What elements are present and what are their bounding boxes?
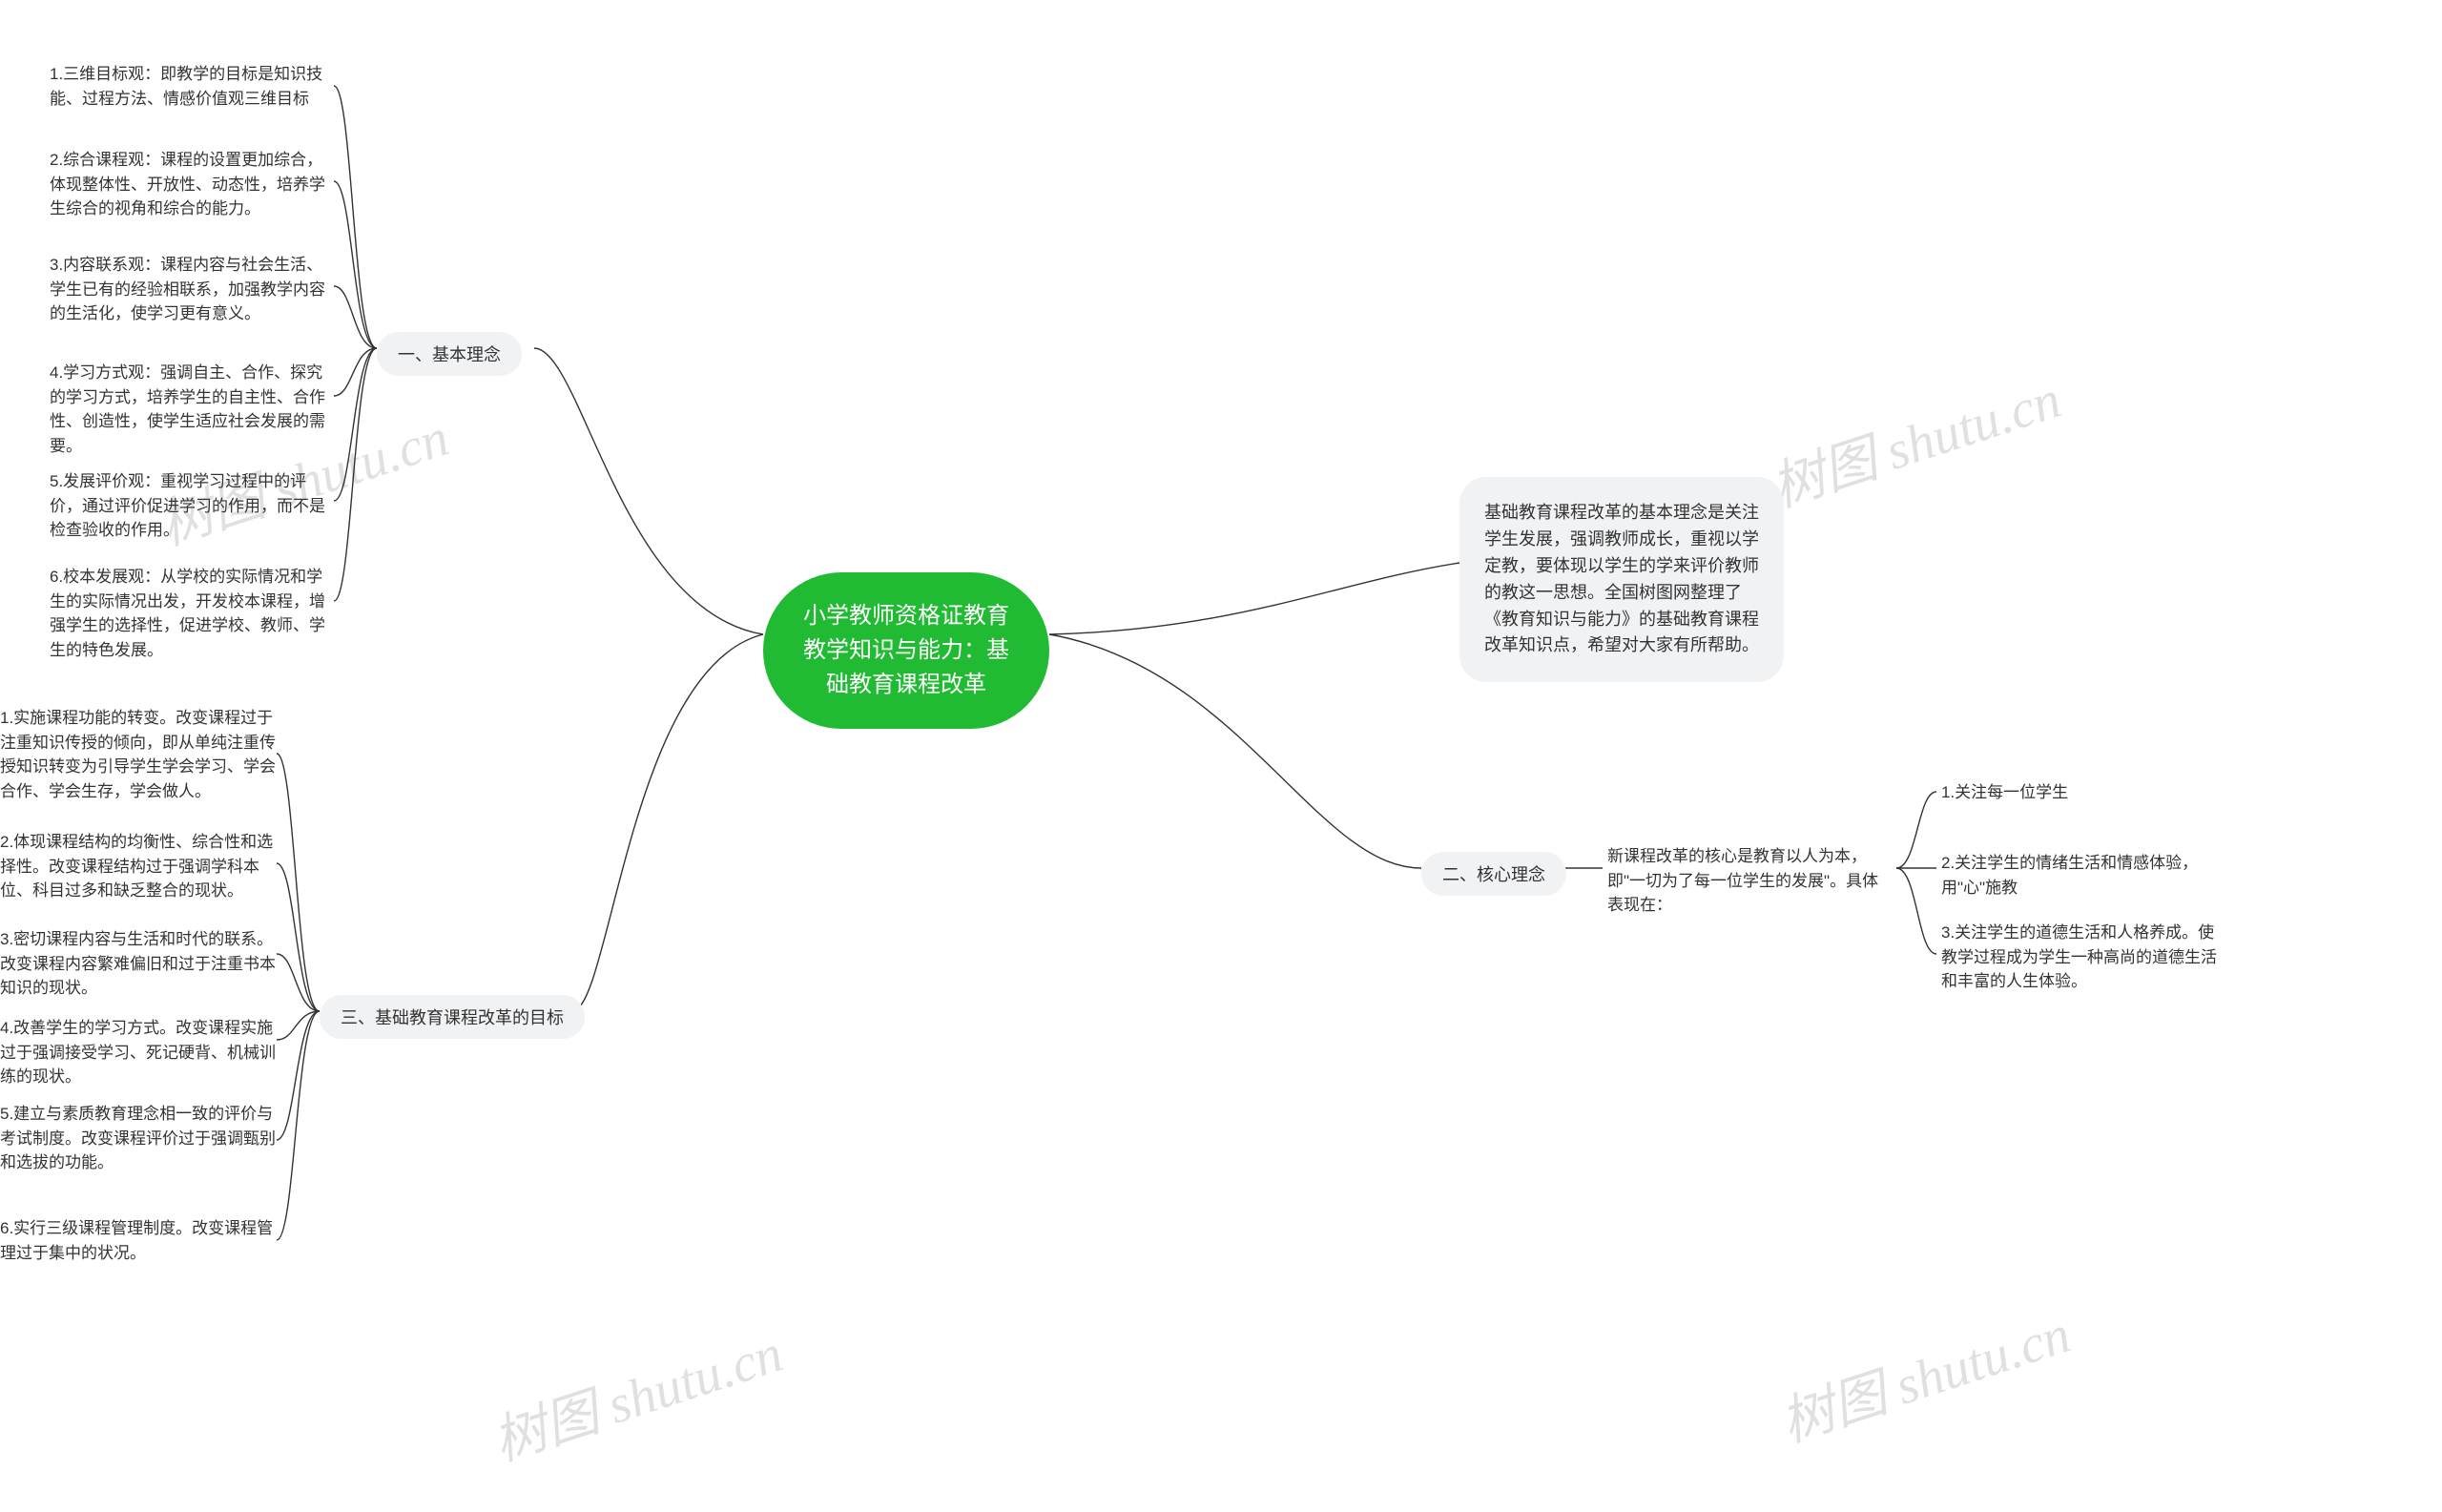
branch-3-item-4: 4.改善学生的学习方式。改变课程实施过于强调接受学习、死记硬背、机械训练的现状。 [0, 1016, 277, 1089]
branch-2-sub: 新课程改革的核心是教育以人为本，即"一切为了每一位学生的发展"。具体表现在： [1607, 844, 1894, 918]
branch-3-item-1: 1.实施课程功能的转变。改变课程过于注重知识传授的倾向，即从单纯注重传授知识转变… [0, 706, 277, 803]
branch-1-item-2: 2.综合课程观：课程的设置更加综合，体现整体性、开放性、动态性，培养学生综合的视… [50, 148, 336, 221]
branch-3-item-5: 5.建立与素质教育理念相一致的评价与考试制度。改变课程评价过于强调甄别和选拔的功… [0, 1102, 277, 1175]
branch-3-item-3: 3.密切课程内容与生活和时代的联系。改变课程内容繁难偏旧和过于注重书本知识的现状… [0, 927, 277, 1001]
branch-2-item-3: 3.关注学生的道德生活和人格养成。使教学过程成为学生一种高尚的道德生活和丰富的人… [1941, 921, 2227, 994]
center-node: 小学教师资格证教育教学知识与能力：基础教育课程改革 [763, 572, 1049, 729]
intro-box: 基础教育课程改革的基本理念是关注学生发展，强调教师成长，重视以学定教，要体现以学… [1459, 477, 1784, 682]
branch-1-item-5: 5.发展评价观：重视学习过程中的评价，通过评价促进学习的作用，而不是检查验收的作… [50, 469, 336, 543]
branch-2-title: 二、核心理念 [1421, 852, 1566, 896]
branch-1-item-1: 1.三维目标观：即教学的目标是知识技能、过程方法、情感价值观三维目标 [50, 62, 336, 111]
watermark: 树图 shutu.cn [1769, 1291, 2079, 1457]
branch-3-title: 三、基础教育课程改革的目标 [320, 995, 585, 1039]
watermark: 树图 shutu.cn [1760, 356, 2069, 522]
branch-2-item-1: 1.关注每一位学生 [1941, 780, 2227, 805]
branch-2-item-2: 2.关注学生的情绪生活和情感体验，用"心"施教 [1941, 851, 2227, 900]
branch-3-item-2: 2.体现课程结构的均衡性、综合性和选择性。改变课程结构过于强调学科本位、科目过多… [0, 830, 277, 903]
watermark: 树图 shutu.cn [482, 1310, 791, 1476]
edge-layer [0, 0, 2442, 1512]
branch-1-item-3: 3.内容联系观：课程内容与社会生活、学生已有的经验相联系，加强教学内容的生活化，… [50, 253, 336, 326]
branch-1-item-6: 6.校本发展观：从学校的实际情况和学生的实际情况出发，开发校本课程，增强学生的选… [50, 565, 336, 662]
branch-1-title: 一、基本理念 [377, 332, 522, 376]
branch-1-item-4: 4.学习方式观：强调自主、合作、探究的学习方式，培养学生的自主性、合作性、创造性… [50, 361, 336, 458]
branch-3-item-6: 6.实行三级课程管理制度。改变课程管理过于集中的状况。 [0, 1216, 277, 1265]
